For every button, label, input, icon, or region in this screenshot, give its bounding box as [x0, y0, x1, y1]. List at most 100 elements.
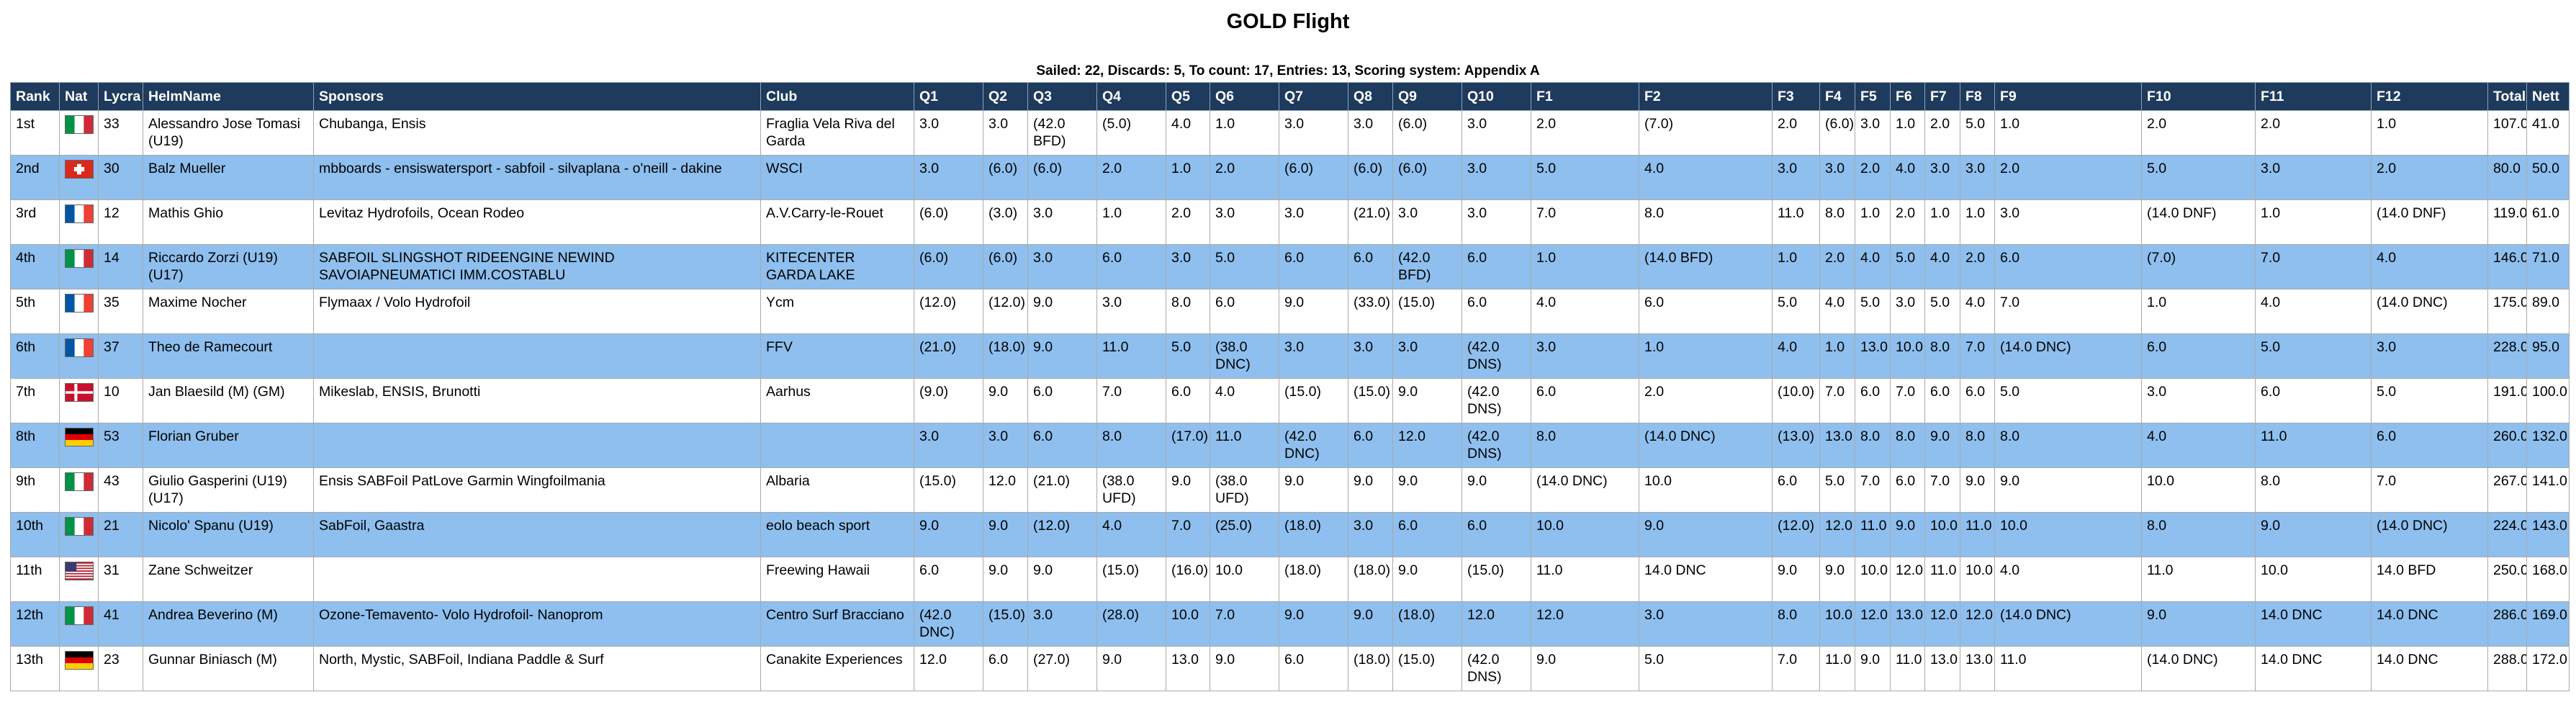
header-q5: Q5	[1166, 82, 1210, 111]
score-cell-f9: 10.0	[1994, 512, 2142, 557]
total-cell: 80.0	[2487, 155, 2527, 200]
score-cell-f11: 3.0	[2255, 155, 2372, 200]
score-cell-q9: 9.0	[1392, 557, 1462, 602]
score-cell-q2: 3.0	[983, 423, 1028, 468]
score-cell-q7: (18.0)	[1279, 512, 1348, 557]
total-cell: 175.0	[2487, 289, 2527, 334]
score-cell-q6: 11.0	[1210, 423, 1279, 468]
score-cell-q5: 8.0	[1166, 289, 1210, 334]
score-cell-f7: 8.0	[1924, 333, 1960, 379]
score-cell-q5: (16.0)	[1166, 557, 1210, 602]
rank-cell: 4th	[10, 244, 60, 289]
club-cell: Freewing Hawaii	[760, 557, 914, 602]
score-cell-q8: (6.0)	[1348, 155, 1393, 200]
rank-cell: 6th	[10, 333, 60, 379]
sponsors-cell: SABFOIL SLINGSHOT RIDEENGINE NEWIND SAVO…	[313, 244, 761, 289]
score-cell-q1: (6.0)	[914, 199, 983, 245]
score-cell-q2: (18.0)	[983, 333, 1028, 379]
score-cell-f2: 1.0	[1639, 333, 1773, 379]
score-cell-f8: 13.0	[1960, 646, 1995, 691]
nat-cell	[59, 378, 99, 423]
score-cell-f9: 11.0	[1994, 646, 2142, 691]
score-cell-q7: 3.0	[1279, 333, 1348, 379]
score-cell-q9: (15.0)	[1392, 289, 1462, 334]
score-cell-f3: 6.0	[1772, 467, 1820, 513]
score-cell-q1: 9.0	[914, 512, 983, 557]
score-cell-f10: 3.0	[2141, 378, 2256, 423]
score-cell-q1: 3.0	[914, 423, 983, 468]
nat-cell	[59, 601, 99, 647]
score-cell-q7: 3.0	[1279, 199, 1348, 245]
header-club: Club	[760, 82, 914, 111]
score-cell-f2: 6.0	[1639, 289, 1773, 334]
score-cell-f5: 13.0	[1855, 333, 1891, 379]
nat-cell	[59, 155, 99, 200]
france-flag-icon	[65, 338, 94, 357]
score-cell-f12: 2.0	[2371, 155, 2488, 200]
score-cell-f6: 11.0	[1890, 646, 1925, 691]
score-cell-f6: 3.0	[1890, 289, 1925, 334]
score-cell-q5: 2.0	[1166, 199, 1210, 245]
club-cell: eolo beach sport	[760, 512, 914, 557]
score-cell-q1: (21.0)	[914, 333, 983, 379]
score-cell-q4: 7.0	[1096, 378, 1166, 423]
helmname-cell: Theo de Ramecourt	[143, 333, 314, 379]
helmname-cell: Alessandro Jose Tomasi (U19)	[143, 110, 314, 156]
score-cell-f4: 13.0	[1819, 423, 1855, 468]
score-cell-q10: 3.0	[1462, 199, 1531, 245]
score-cell-q5: 9.0	[1166, 467, 1210, 513]
rank-cell: 7th	[10, 378, 60, 423]
sponsors-cell: SabFoil, Gaastra	[313, 512, 761, 557]
rank-cell: 12th	[10, 601, 60, 647]
score-cell-q10: 3.0	[1462, 155, 1531, 200]
score-cell-f1: 12.0	[1531, 601, 1639, 647]
score-cell-q9: (15.0)	[1392, 646, 1462, 691]
header-f1: F1	[1531, 82, 1639, 111]
score-cell-f4: 10.0	[1819, 601, 1855, 647]
score-cell-f9: 7.0	[1994, 289, 2142, 334]
score-cell-q10: (15.0)	[1462, 557, 1531, 602]
score-cell-q8: (18.0)	[1348, 646, 1393, 691]
sponsors-cell: Chubanga, Ensis	[313, 110, 761, 156]
score-cell-q1: (42.0 DNC)	[914, 601, 983, 647]
score-cell-f8: 8.0	[1960, 423, 1995, 468]
score-cell-q9: (42.0 BFD)	[1392, 244, 1462, 289]
score-cell-q1: 3.0	[914, 155, 983, 200]
lycra-cell: 35	[98, 289, 143, 334]
table-row: 8th 53 Florian Gruber 3.0 3.0 6.0 8.0 (17.0) 11.…	[10, 423, 2570, 468]
score-cell-f3: 1.0	[1772, 244, 1820, 289]
lycra-cell: 30	[98, 155, 143, 200]
score-cell-q4: 2.0	[1096, 155, 1166, 200]
score-cell-q2: (3.0)	[983, 199, 1028, 245]
score-cell-f10: (14.0 DNF)	[2141, 199, 2256, 245]
score-cell-f10: 6.0	[2141, 333, 2256, 379]
score-cell-f6: 4.0	[1890, 155, 1925, 200]
score-cell-f8: 6.0	[1960, 378, 1995, 423]
score-cell-f5: 4.0	[1855, 244, 1891, 289]
score-cell-q6: 2.0	[1210, 155, 1279, 200]
score-cell-q9: (6.0)	[1392, 110, 1462, 156]
score-cell-f7: 6.0	[1924, 378, 1960, 423]
lycra-cell: 41	[98, 601, 143, 647]
score-cell-f12: 3.0	[2371, 333, 2488, 379]
score-cell-f12: 1.0	[2371, 110, 2488, 156]
score-cell-f5: 8.0	[1855, 423, 1891, 468]
score-cell-f4: 11.0	[1819, 646, 1855, 691]
score-cell-f11: 11.0	[2255, 423, 2372, 468]
score-cell-f7: 11.0	[1924, 557, 1960, 602]
helmname-cell: Mathis Ghio	[143, 199, 314, 245]
score-cell-f1: 5.0	[1531, 155, 1639, 200]
score-cell-f1: 10.0	[1531, 512, 1639, 557]
score-cell-f2: (7.0)	[1639, 110, 1773, 156]
header-rank: Rank	[10, 82, 60, 111]
score-cell-q3: (42.0 BFD)	[1027, 110, 1097, 156]
header-f4: F4	[1819, 82, 1855, 111]
nett-cell: 168.0	[2526, 557, 2570, 602]
score-cell-f12: (14.0 DNC)	[2371, 512, 2488, 557]
header-f10: F10	[2141, 82, 2256, 111]
score-cell-f9: (14.0 DNC)	[1994, 601, 2142, 647]
club-cell: Albaria	[760, 467, 914, 513]
score-cell-f12: 14.0 DNC	[2371, 601, 2488, 647]
score-cell-f4: 12.0	[1819, 512, 1855, 557]
helmname-cell: Riccardo Zorzi (U19) (U17)	[143, 244, 314, 289]
